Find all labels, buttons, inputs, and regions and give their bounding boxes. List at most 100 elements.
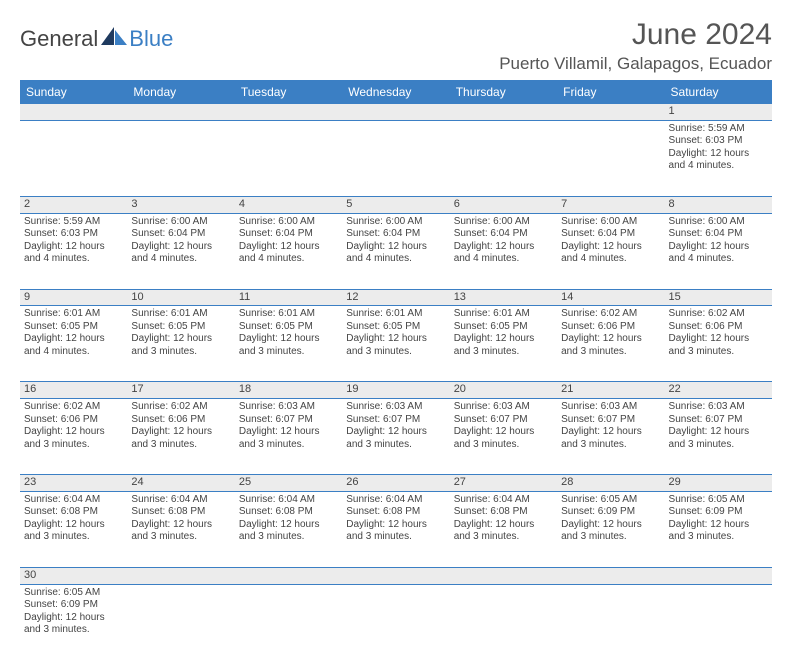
daylight-text: Daylight: 12 hours: [561, 241, 660, 254]
daylight-text: Daylight: 12 hours: [346, 426, 445, 439]
day-number: [450, 567, 557, 584]
sunrise-text: Sunrise: 5:59 AM: [24, 216, 123, 229]
day-cell: [665, 584, 772, 660]
sunrise-text: Sunrise: 6:04 AM: [24, 494, 123, 507]
day-number: 5: [342, 196, 449, 213]
daylight-text: Daylight: 12 hours: [669, 241, 768, 254]
day-number: [20, 104, 127, 120]
daylight-text: and 3 minutes.: [131, 439, 230, 452]
daylight-text: Daylight: 12 hours: [346, 519, 445, 532]
sunset-text: Sunset: 6:07 PM: [561, 414, 660, 427]
day-number: 1: [665, 104, 772, 120]
week-row: Sunrise: 5:59 AMSunset: 6:03 PMDaylight:…: [20, 120, 772, 196]
day-cell: Sunrise: 6:01 AMSunset: 6:05 PMDaylight:…: [20, 306, 127, 382]
day-number: 11: [235, 289, 342, 306]
sunset-text: Sunset: 6:06 PM: [669, 321, 768, 334]
day-number-row: 9101112131415: [20, 289, 772, 306]
day-cell: Sunrise: 6:01 AMSunset: 6:05 PMDaylight:…: [342, 306, 449, 382]
sunrise-text: Sunrise: 6:01 AM: [454, 308, 553, 321]
sunset-text: Sunset: 6:08 PM: [454, 506, 553, 519]
daylight-text: and 3 minutes.: [239, 439, 338, 452]
day-number: [665, 567, 772, 584]
weekday-header: Thursday: [450, 80, 557, 104]
sunset-text: Sunset: 6:09 PM: [669, 506, 768, 519]
daylight-text: Daylight: 12 hours: [239, 426, 338, 439]
sunrise-text: Sunrise: 6:03 AM: [346, 401, 445, 414]
sunrise-text: Sunrise: 6:04 AM: [454, 494, 553, 507]
day-number: 12: [342, 289, 449, 306]
sunset-text: Sunset: 6:08 PM: [346, 506, 445, 519]
daylight-text: Daylight: 12 hours: [454, 519, 553, 532]
sunset-text: Sunset: 6:07 PM: [346, 414, 445, 427]
day-cell: Sunrise: 6:03 AMSunset: 6:07 PMDaylight:…: [665, 399, 772, 475]
sunrise-text: Sunrise: 6:04 AM: [346, 494, 445, 507]
day-cell: Sunrise: 6:01 AMSunset: 6:05 PMDaylight:…: [450, 306, 557, 382]
day-number: 15: [665, 289, 772, 306]
header: General Blue June 2024 Puerto Villamil, …: [20, 18, 772, 74]
day-number-row: 2345678: [20, 196, 772, 213]
daylight-text: and 3 minutes.: [24, 531, 123, 544]
day-number: [557, 104, 664, 120]
weekday-header: Wednesday: [342, 80, 449, 104]
week-row: Sunrise: 6:04 AMSunset: 6:08 PMDaylight:…: [20, 491, 772, 567]
weekday-header: Sunday: [20, 80, 127, 104]
daylight-text: and 4 minutes.: [24, 346, 123, 359]
daylight-text: Daylight: 12 hours: [24, 241, 123, 254]
day-number: 28: [557, 475, 664, 492]
sunset-text: Sunset: 6:05 PM: [131, 321, 230, 334]
day-number: [235, 104, 342, 120]
day-number: 30: [20, 567, 127, 584]
sunrise-text: Sunrise: 6:01 AM: [239, 308, 338, 321]
logo-text-blue: Blue: [129, 26, 173, 52]
day-cell: [450, 584, 557, 660]
daylight-text: Daylight: 12 hours: [239, 519, 338, 532]
day-number: 6: [450, 196, 557, 213]
daylight-text: and 3 minutes.: [561, 439, 660, 452]
weekday-header: Monday: [127, 80, 234, 104]
day-cell: [557, 584, 664, 660]
sunset-text: Sunset: 6:08 PM: [24, 506, 123, 519]
day-number: 26: [342, 475, 449, 492]
sunrise-text: Sunrise: 6:00 AM: [669, 216, 768, 229]
day-cell: Sunrise: 6:02 AMSunset: 6:06 PMDaylight:…: [557, 306, 664, 382]
daylight-text: Daylight: 12 hours: [131, 333, 230, 346]
daylight-text: Daylight: 12 hours: [131, 519, 230, 532]
daylight-text: Daylight: 12 hours: [131, 241, 230, 254]
sunrise-text: Sunrise: 6:05 AM: [561, 494, 660, 507]
day-number: [127, 104, 234, 120]
day-cell: Sunrise: 6:04 AMSunset: 6:08 PMDaylight:…: [127, 491, 234, 567]
sunset-text: Sunset: 6:05 PM: [454, 321, 553, 334]
sunrise-text: Sunrise: 6:02 AM: [561, 308, 660, 321]
weekday-header: Tuesday: [235, 80, 342, 104]
day-cell: Sunrise: 5:59 AMSunset: 6:03 PMDaylight:…: [665, 120, 772, 196]
weekday-header-row: Sunday Monday Tuesday Wednesday Thursday…: [20, 80, 772, 104]
day-cell: [557, 120, 664, 196]
sunset-text: Sunset: 6:06 PM: [131, 414, 230, 427]
sunset-text: Sunset: 6:04 PM: [131, 228, 230, 241]
daylight-text: and 3 minutes.: [24, 624, 123, 637]
daylight-text: Daylight: 12 hours: [454, 426, 553, 439]
day-cell: Sunrise: 5:59 AMSunset: 6:03 PMDaylight:…: [20, 213, 127, 289]
day-number: [342, 567, 449, 584]
day-cell: Sunrise: 6:03 AMSunset: 6:07 PMDaylight:…: [342, 399, 449, 475]
week-row: Sunrise: 6:02 AMSunset: 6:06 PMDaylight:…: [20, 399, 772, 475]
day-cell: Sunrise: 6:04 AMSunset: 6:08 PMDaylight:…: [20, 491, 127, 567]
day-cell: Sunrise: 6:02 AMSunset: 6:06 PMDaylight:…: [665, 306, 772, 382]
day-cell: Sunrise: 6:00 AMSunset: 6:04 PMDaylight:…: [450, 213, 557, 289]
weekday-header: Saturday: [665, 80, 772, 104]
day-number-row: 30: [20, 567, 772, 584]
sunrise-text: Sunrise: 6:01 AM: [131, 308, 230, 321]
day-number: 22: [665, 382, 772, 399]
daylight-text: and 3 minutes.: [561, 531, 660, 544]
sunset-text: Sunset: 6:07 PM: [669, 414, 768, 427]
sunset-text: Sunset: 6:08 PM: [131, 506, 230, 519]
day-number-row: 1: [20, 104, 772, 120]
daylight-text: Daylight: 12 hours: [561, 426, 660, 439]
day-number: 8: [665, 196, 772, 213]
day-cell: Sunrise: 6:05 AMSunset: 6:09 PMDaylight:…: [557, 491, 664, 567]
daylight-text: and 3 minutes.: [239, 531, 338, 544]
daylight-text: Daylight: 12 hours: [24, 612, 123, 625]
day-number: 2: [20, 196, 127, 213]
sunrise-text: Sunrise: 6:03 AM: [561, 401, 660, 414]
daylight-text: Daylight: 12 hours: [346, 241, 445, 254]
